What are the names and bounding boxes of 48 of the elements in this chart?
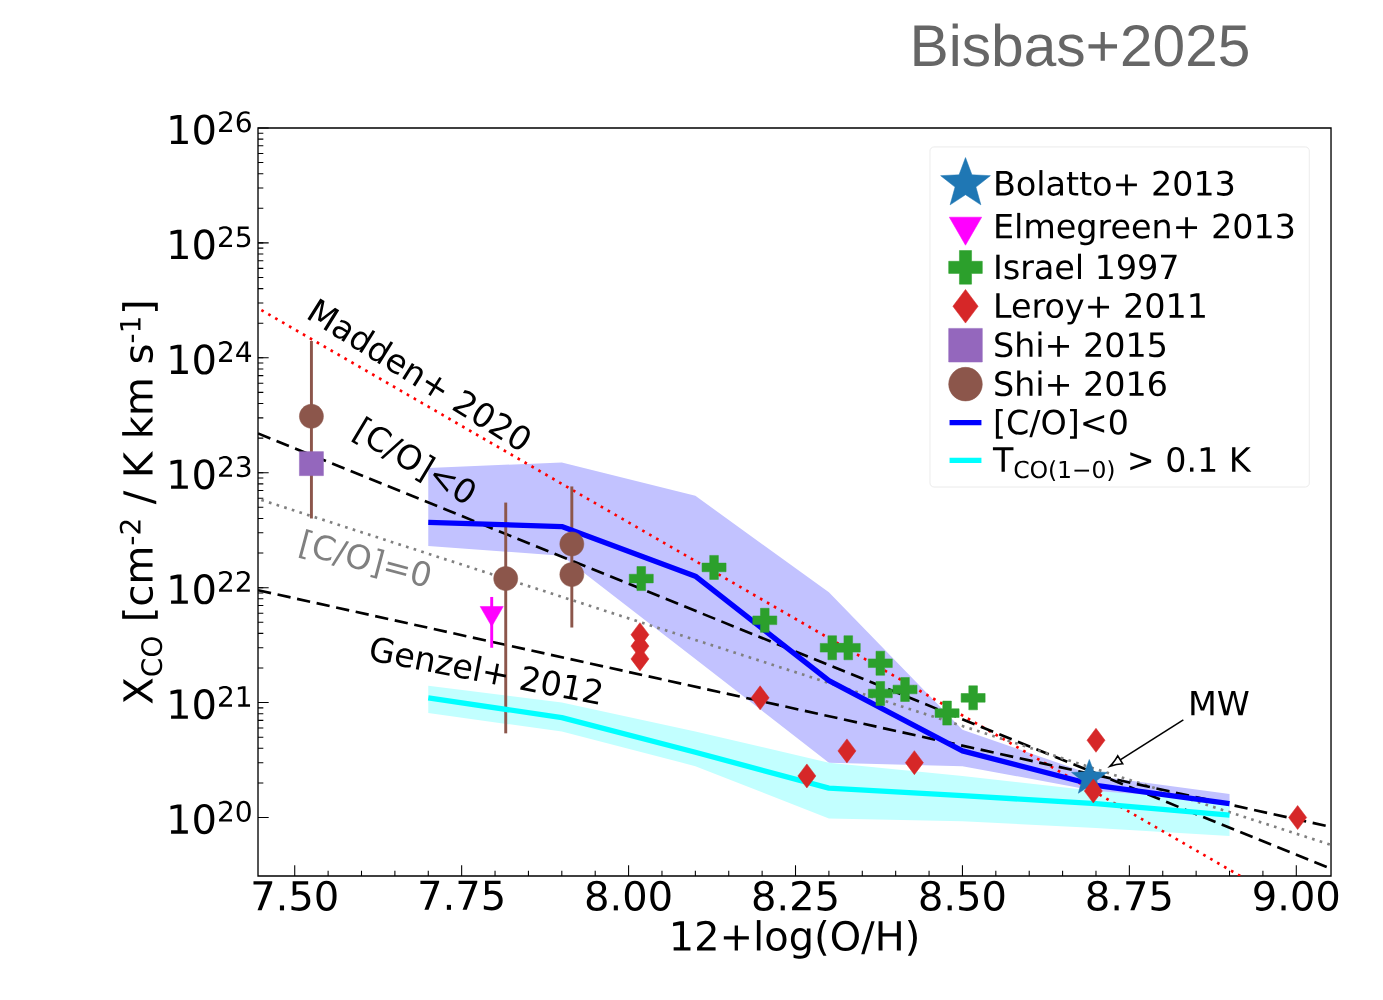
point xyxy=(1086,728,1106,753)
chart-title: Bisbas+2025 xyxy=(914,23,1248,67)
annotation: Genzel+ 2012 xyxy=(371,637,602,705)
legend-label: Elmegreen+ 2013 xyxy=(996,212,1294,246)
x-axis-title: 12+log(O/H) xyxy=(673,920,917,959)
x-tick-label: 8.00 xyxy=(586,880,671,911)
point xyxy=(837,738,857,764)
point xyxy=(960,685,986,711)
point xyxy=(835,635,861,661)
annotation: MW xyxy=(1191,690,1249,716)
point xyxy=(629,566,654,591)
point xyxy=(797,763,817,789)
x-tick-label: 9.00 xyxy=(1254,880,1339,911)
x-tick-label: 8.50 xyxy=(920,880,1005,911)
y-tick-label: 10$^{23}$ xyxy=(170,456,251,490)
point xyxy=(1288,805,1307,830)
legend-label: Shi+ 2015 xyxy=(995,331,1165,358)
y-tick-label: 10$^{25}$ xyxy=(170,226,251,260)
point xyxy=(1084,778,1103,804)
legend-label: Leroy+ 2011 xyxy=(996,292,1205,325)
legend-label: Israel 1997 xyxy=(996,253,1177,280)
y-axis-title: X$_{CO}$ [cm$^{-2}$ / K km s$^{-1}$] xyxy=(119,302,163,704)
y-tick-label: 10$^{20}$ xyxy=(170,800,251,835)
point xyxy=(493,566,518,591)
point xyxy=(868,650,893,676)
point xyxy=(892,677,918,702)
point xyxy=(752,608,778,633)
point xyxy=(868,681,893,706)
y-tick-label: 10$^{21}$ xyxy=(170,685,251,720)
legend-label: Shi+ 2016 xyxy=(995,370,1166,397)
point xyxy=(701,555,727,580)
point xyxy=(559,531,585,557)
y-tick-label: 10$^{26}$ xyxy=(170,111,251,145)
legend-label: [C/O]<0 xyxy=(995,408,1127,439)
point xyxy=(559,562,585,587)
point xyxy=(299,404,324,429)
y-tick-label: 10$^{24}$ xyxy=(170,341,252,375)
x-tick-label: 7.50 xyxy=(253,880,337,911)
point xyxy=(934,700,960,726)
point xyxy=(750,685,770,711)
legend-label: T$_{CO(1−0)}$ > 0.1 K xyxy=(992,446,1252,482)
point xyxy=(905,750,924,775)
point xyxy=(299,451,324,476)
y-tick-label: 10$^{22}$ xyxy=(170,570,250,605)
legend-label: Bolatto+ 2013 xyxy=(996,170,1234,196)
x-tick-label: 8.25 xyxy=(753,880,837,911)
x-tick-label: 8.75 xyxy=(1087,880,1171,911)
x-tick-label: 7.75 xyxy=(420,880,503,911)
